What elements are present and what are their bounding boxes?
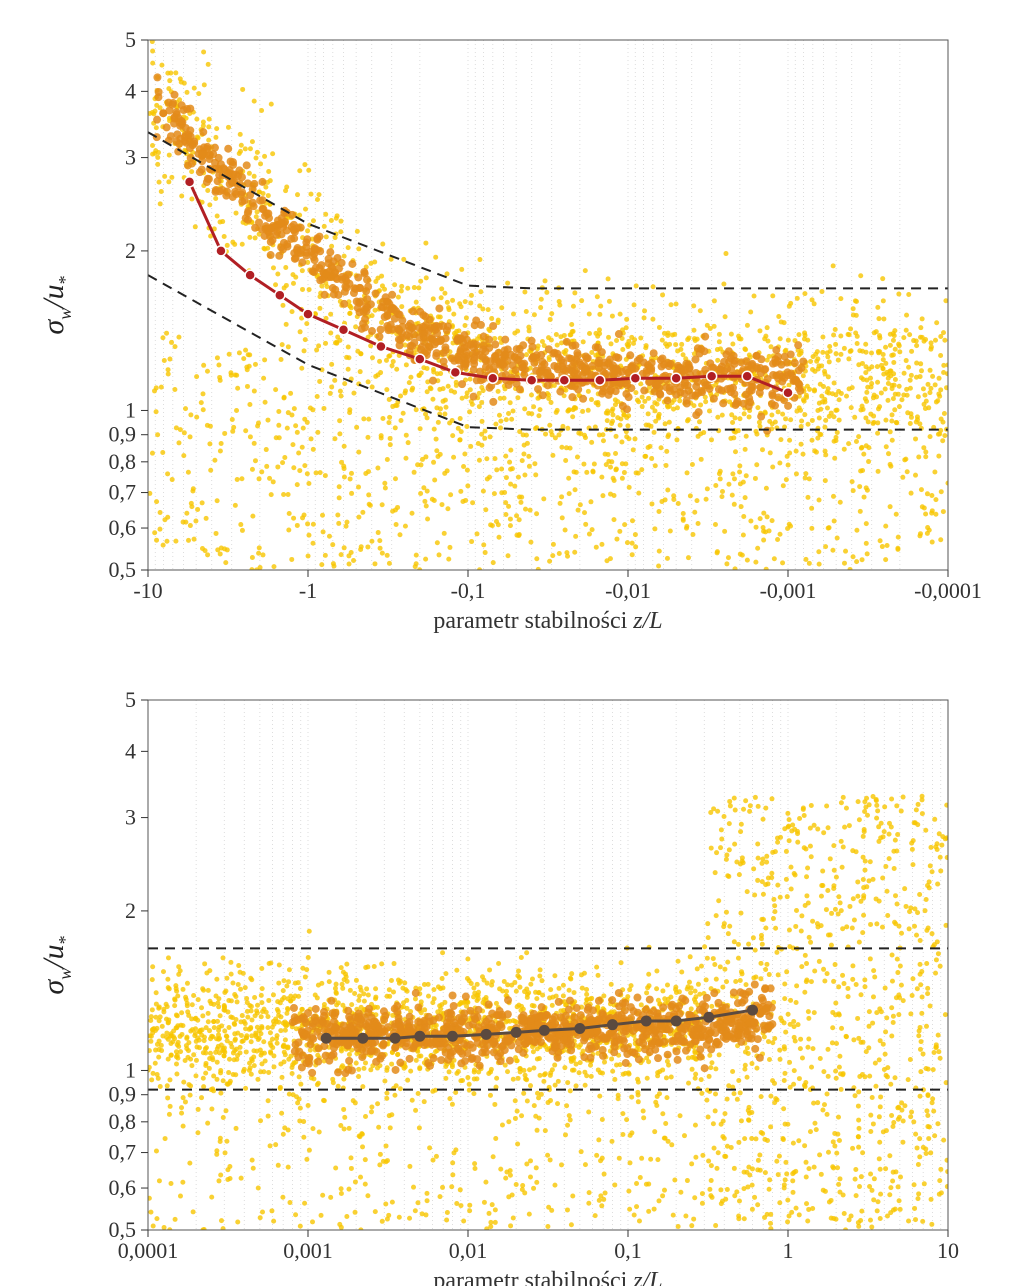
x-tick-label: 0,01 (449, 1238, 488, 1263)
y-tick-label: 0,9 (109, 1082, 137, 1107)
y-axis-label: σw/u* (37, 935, 75, 994)
y-tick-label: 0,7 (109, 1140, 137, 1165)
x-tick-label: 0,0001 (118, 1238, 179, 1263)
x-tick-label: 10 (937, 1238, 959, 1263)
y-ticks: 0,50,60,70,80,912345 (109, 687, 149, 1242)
figure-container: 0,50,60,70,80,912345-10-1-0,1-0,01-0,001… (0, 0, 1024, 1286)
y-tick-label: 5 (125, 687, 136, 712)
y-tick-label: 3 (125, 805, 136, 830)
x-axis-label: parametr stabilności z/L (433, 1268, 662, 1286)
x-tick-label: 0,1 (614, 1238, 642, 1263)
x-ticks: 0,0001 0,001 0,01 0,1 1 10 (118, 1230, 959, 1263)
y-tick-label: 0,6 (109, 1175, 137, 1200)
x-tick-label: 0,001 (283, 1238, 333, 1263)
y-tick-label: 0,8 (109, 1109, 137, 1134)
y-tick-label: 1 (125, 1057, 136, 1082)
y-tick-label: 2 (125, 898, 136, 923)
y-tick-label: 4 (125, 738, 136, 763)
x-tick-label: 1 (783, 1238, 794, 1263)
panel-bottom: 0,50,60,70,80,9123450,00010,0010,010,111… (0, 0, 1024, 1286)
